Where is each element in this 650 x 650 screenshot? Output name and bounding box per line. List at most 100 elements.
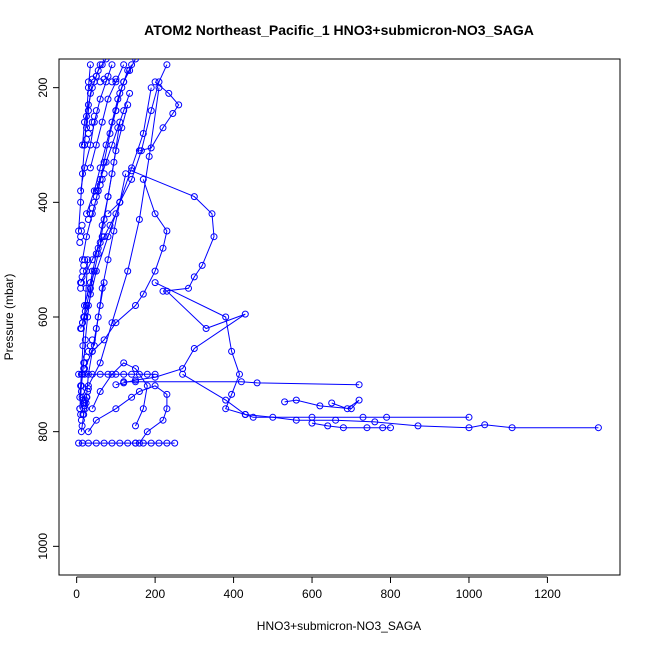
data-point — [508, 424, 516, 432]
series-line-13 — [87, 385, 168, 444]
data-point — [77, 198, 85, 206]
data-point — [94, 250, 102, 258]
data-point — [88, 256, 96, 264]
data-point — [139, 175, 147, 183]
data-point — [339, 424, 347, 432]
data-point — [159, 416, 167, 424]
data-point — [100, 158, 108, 166]
data-point — [132, 378, 139, 386]
data-point — [108, 61, 116, 69]
data-point — [132, 302, 139, 309]
data-point — [78, 422, 86, 430]
data-point — [132, 422, 139, 430]
data-point — [308, 419, 316, 427]
data-point — [114, 124, 122, 132]
data-point — [269, 413, 277, 421]
data-point — [94, 313, 102, 321]
series-line-31 — [95, 93, 131, 192]
data-point — [84, 107, 92, 115]
data-point — [143, 370, 151, 378]
data-point — [120, 359, 128, 367]
data-point — [84, 256, 92, 264]
data-point — [88, 336, 96, 344]
data-point — [343, 405, 351, 413]
data-point — [110, 227, 118, 235]
data-point — [237, 378, 245, 386]
data-point — [594, 424, 602, 432]
x-tick-label: 800 — [380, 587, 400, 601]
data-point — [116, 89, 124, 97]
data-point — [147, 84, 155, 92]
series-line-20 — [79, 271, 93, 409]
data-point — [84, 428, 92, 436]
x-tick-label: 200 — [145, 587, 165, 601]
y-tick-label: 400 — [36, 192, 50, 212]
series-line-6 — [311, 422, 391, 429]
series-group — [75, 59, 602, 447]
data-point — [163, 61, 171, 69]
data-point — [159, 124, 167, 132]
data-point — [324, 422, 332, 430]
data-point — [124, 267, 132, 275]
data-point — [135, 216, 143, 223]
data-point — [98, 284, 106, 292]
data-point — [175, 101, 183, 109]
data-point — [151, 267, 159, 275]
data-point — [84, 347, 92, 355]
data-point — [210, 233, 218, 241]
data-point — [228, 390, 236, 398]
data-point — [100, 336, 108, 344]
data-point — [145, 153, 153, 160]
data-point — [106, 221, 114, 229]
data-point — [190, 193, 198, 201]
data-point — [363, 424, 371, 432]
data-point — [112, 78, 120, 86]
x-tick-label: 600 — [302, 587, 322, 601]
data-point — [79, 170, 86, 178]
data-point — [128, 164, 136, 172]
data-point — [465, 424, 473, 432]
data-point — [81, 399, 88, 407]
data-point — [387, 424, 394, 432]
data-point — [253, 379, 261, 387]
data-point — [171, 439, 179, 447]
series-line-24 — [80, 213, 117, 283]
data-point — [81, 396, 89, 404]
data-point — [96, 95, 104, 103]
series-line-32 — [115, 59, 136, 111]
data-point — [108, 319, 116, 327]
data-point — [92, 141, 100, 149]
data-point — [139, 439, 147, 447]
data-point — [139, 290, 147, 298]
data-point — [151, 370, 159, 378]
data-point — [84, 385, 92, 393]
data-point — [81, 256, 88, 264]
data-point — [98, 118, 106, 126]
data-point — [122, 170, 130, 178]
data-point — [332, 416, 340, 424]
data-point — [81, 336, 89, 344]
data-point — [98, 233, 106, 241]
data-point — [355, 381, 363, 389]
data-point — [139, 130, 147, 137]
data-point — [132, 365, 139, 373]
data-point — [96, 388, 104, 395]
data-point — [222, 405, 230, 413]
data-point — [347, 405, 355, 413]
data-point — [104, 256, 112, 264]
data-point — [155, 84, 163, 92]
data-point — [137, 147, 145, 155]
data-point — [124, 101, 132, 109]
data-point — [96, 359, 104, 367]
data-point — [104, 193, 112, 201]
data-point — [163, 439, 171, 447]
data-point — [120, 370, 128, 378]
data-point — [135, 370, 143, 378]
data-point — [208, 210, 216, 218]
data-point — [104, 370, 112, 378]
series-line-26 — [99, 104, 129, 243]
series-line-0 — [131, 170, 215, 292]
data-point — [80, 261, 88, 269]
data-point — [76, 239, 84, 246]
data-point — [359, 413, 367, 421]
